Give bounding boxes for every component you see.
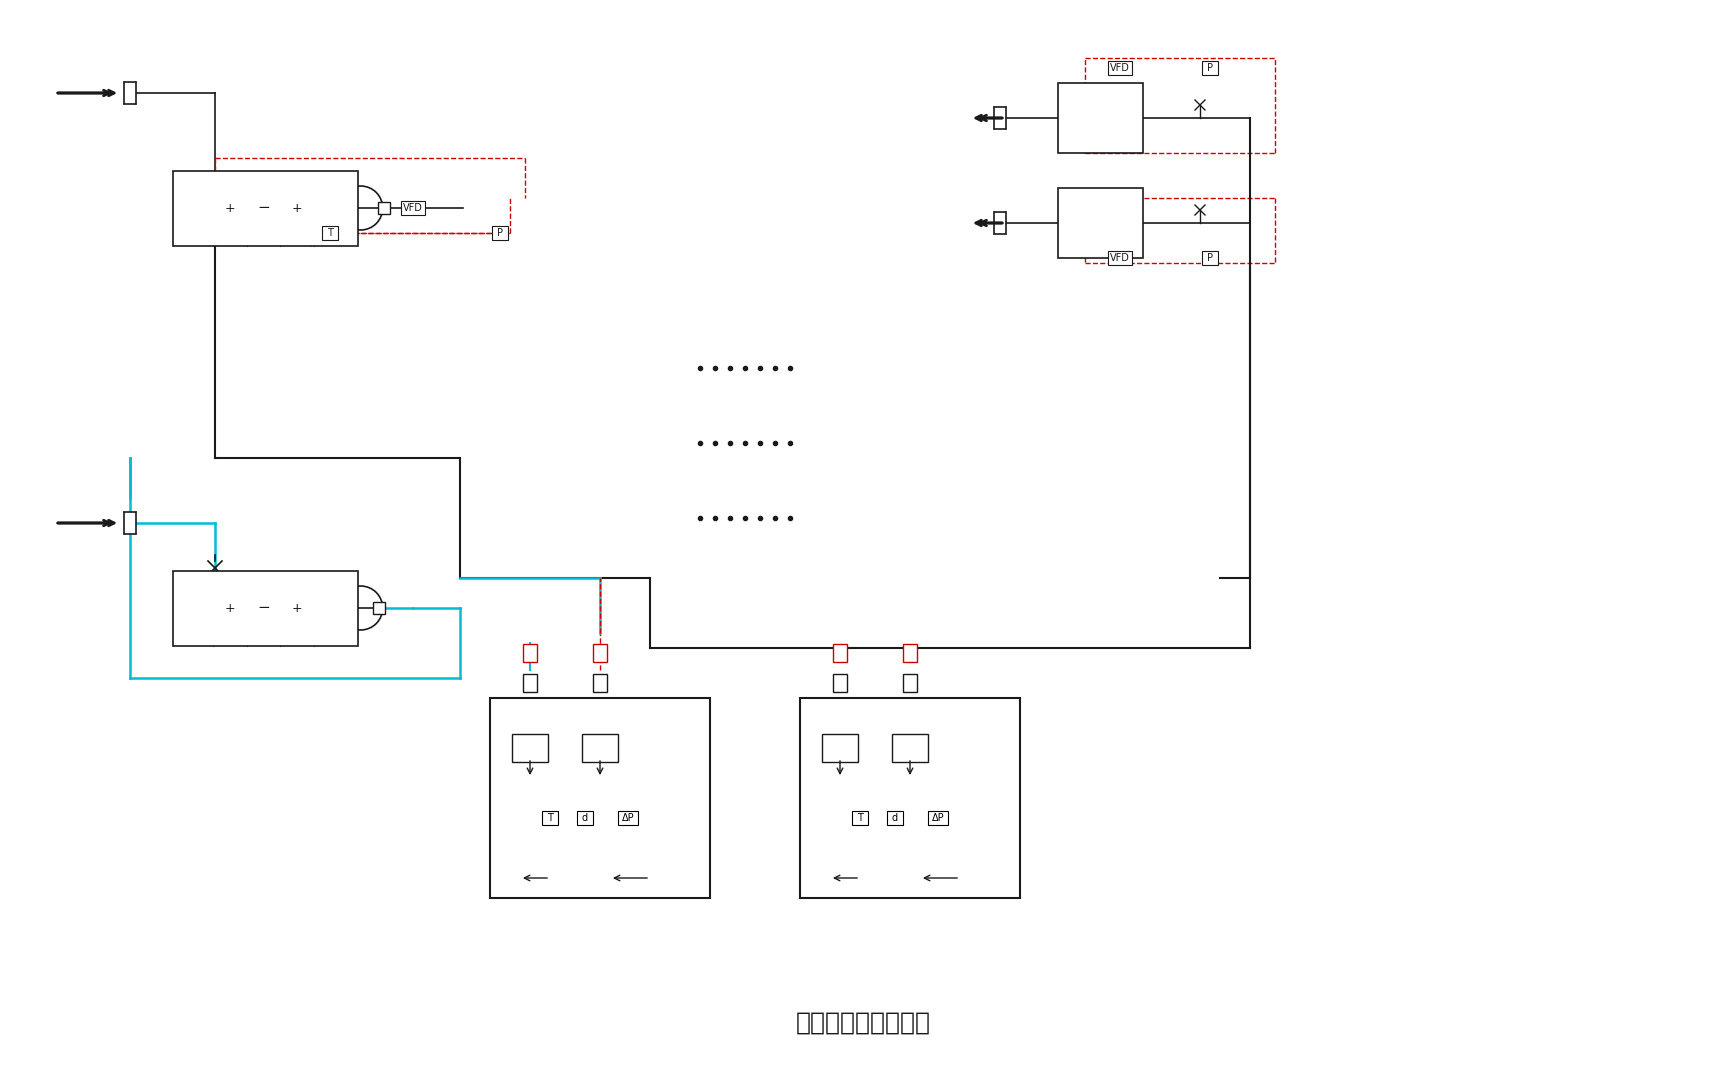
Bar (124, 82, 136, 103)
Text: −: − (257, 201, 269, 216)
Bar (887, 811, 903, 825)
Text: VFD: VFD (1110, 253, 1131, 263)
Bar (834, 644, 847, 662)
Text: ΔP: ΔP (932, 813, 944, 823)
Text: ΔP: ΔP (621, 813, 635, 823)
Text: −: − (257, 600, 269, 616)
Bar (834, 674, 847, 692)
Bar (378, 202, 390, 215)
Text: VFD: VFD (1110, 63, 1131, 73)
Text: T: T (858, 813, 863, 823)
Bar (618, 811, 639, 825)
Text: T: T (547, 813, 552, 823)
Bar (594, 674, 608, 692)
Bar (400, 201, 425, 215)
Text: P: P (1206, 253, 1213, 263)
Text: T: T (326, 229, 333, 238)
Bar (523, 674, 537, 692)
Bar (1108, 251, 1132, 265)
Text: P: P (1206, 63, 1213, 73)
Text: +: + (224, 602, 235, 614)
Text: d: d (892, 813, 898, 823)
Bar (822, 734, 858, 762)
Bar (994, 212, 1006, 234)
Bar (124, 512, 136, 534)
Bar (492, 226, 507, 240)
Bar (173, 170, 357, 246)
Bar (582, 734, 618, 762)
Bar (1108, 61, 1132, 75)
Bar (853, 811, 868, 825)
Bar (903, 674, 917, 692)
Bar (799, 697, 1020, 898)
Bar (576, 811, 594, 825)
Bar (1058, 83, 1143, 153)
Bar (1201, 251, 1219, 265)
Text: 独立新风变风量系统: 独立新风变风量系统 (796, 1011, 930, 1035)
Bar (994, 107, 1006, 129)
Bar (173, 570, 357, 646)
Text: +: + (292, 602, 302, 614)
Bar (373, 602, 385, 614)
Bar (903, 644, 917, 662)
Bar (929, 811, 948, 825)
Bar (513, 734, 547, 762)
Text: d: d (582, 813, 589, 823)
Text: +: + (292, 202, 302, 215)
Bar (1201, 61, 1219, 75)
Bar (594, 644, 608, 662)
Text: +: + (224, 202, 235, 215)
Bar (1058, 188, 1143, 258)
Bar (523, 644, 537, 662)
Bar (542, 811, 557, 825)
Bar (892, 734, 929, 762)
Text: P: P (497, 229, 502, 238)
Bar (490, 697, 709, 898)
Bar (323, 226, 338, 240)
Text: VFD: VFD (402, 203, 423, 213)
